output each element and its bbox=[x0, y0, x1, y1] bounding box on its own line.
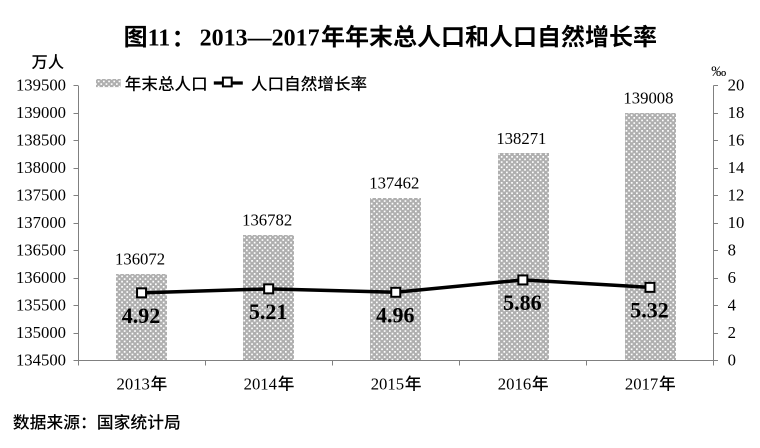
svg-text:20: 20 bbox=[728, 76, 745, 95]
svg-text:136072: 136072 bbox=[115, 250, 165, 269]
svg-text:14: 14 bbox=[728, 158, 745, 177]
svg-text:4.92: 4.92 bbox=[122, 303, 161, 328]
svg-text:10: 10 bbox=[728, 213, 745, 232]
svg-text:136782: 136782 bbox=[242, 211, 292, 230]
svg-text:5.86: 5.86 bbox=[503, 290, 542, 315]
svg-text:8: 8 bbox=[728, 241, 736, 260]
svg-text:138271: 138271 bbox=[496, 129, 546, 148]
svg-text:11: 11 bbox=[148, 25, 171, 51]
svg-text:139000: 139000 bbox=[16, 103, 66, 122]
svg-text:4: 4 bbox=[728, 296, 737, 315]
svg-text:138000: 138000 bbox=[16, 158, 66, 177]
svg-text:2017: 2017 bbox=[625, 375, 658, 394]
svg-text:5.21: 5.21 bbox=[249, 299, 288, 324]
svg-text:137000: 137000 bbox=[16, 213, 66, 232]
svg-text:139008: 139008 bbox=[623, 88, 673, 107]
svg-text:0: 0 bbox=[728, 351, 736, 370]
svg-text:5.32: 5.32 bbox=[630, 298, 669, 323]
svg-text:2013—2017: 2013—2017 bbox=[200, 25, 320, 51]
svg-text:138500: 138500 bbox=[16, 131, 66, 150]
svg-text:134500: 134500 bbox=[16, 351, 66, 370]
svg-text:137500: 137500 bbox=[16, 186, 66, 205]
svg-text:2013: 2013 bbox=[117, 375, 150, 394]
svg-text:12: 12 bbox=[728, 186, 745, 205]
svg-text:2014: 2014 bbox=[244, 375, 278, 394]
svg-text:2: 2 bbox=[728, 323, 736, 342]
svg-text:4.96: 4.96 bbox=[376, 303, 415, 328]
svg-text:18: 18 bbox=[728, 103, 745, 122]
svg-text:2015: 2015 bbox=[371, 375, 404, 394]
svg-text:‰: ‰ bbox=[711, 64, 726, 80]
svg-text:136000: 136000 bbox=[16, 268, 66, 287]
svg-text:2016: 2016 bbox=[498, 375, 531, 394]
svg-text:6: 6 bbox=[728, 268, 736, 287]
svg-text:16: 16 bbox=[728, 131, 745, 150]
svg-text:135000: 135000 bbox=[16, 323, 66, 342]
svg-text:137462: 137462 bbox=[369, 173, 419, 192]
svg-text:136500: 136500 bbox=[16, 241, 66, 260]
svg-text:135500: 135500 bbox=[16, 296, 66, 315]
svg-text:139500: 139500 bbox=[16, 76, 66, 95]
